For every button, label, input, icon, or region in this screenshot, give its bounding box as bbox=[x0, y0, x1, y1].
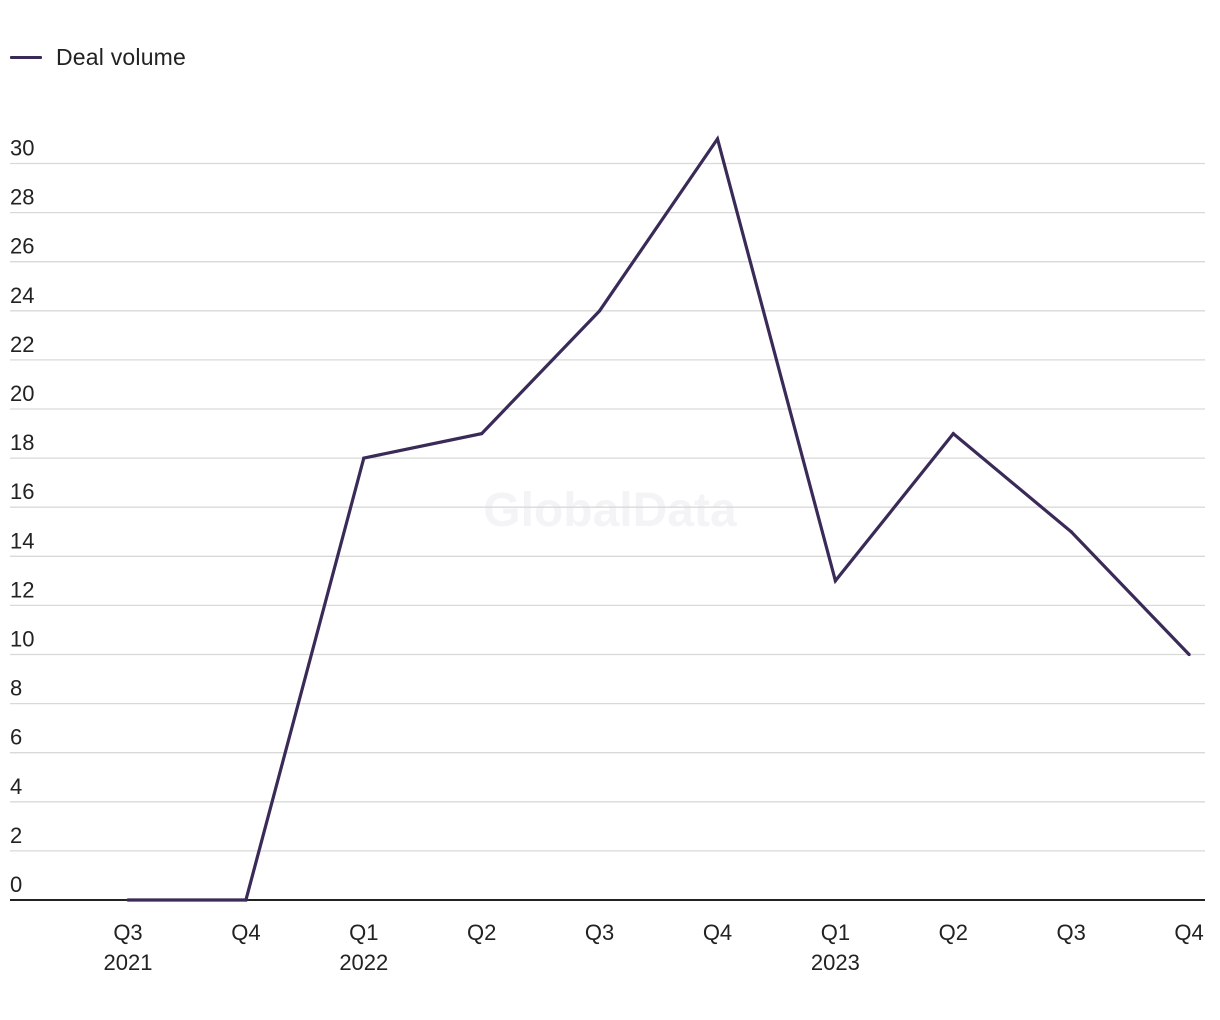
y-tick-label-20: 20 bbox=[10, 381, 34, 406]
x-tick-label-quarter: Q4 bbox=[231, 920, 260, 945]
data-point bbox=[362, 456, 366, 460]
data-point bbox=[1069, 530, 1073, 534]
y-tick-label-16: 16 bbox=[10, 479, 34, 504]
y-tick-label-12: 12 bbox=[10, 577, 34, 602]
x-tick-label-quarter: Q4 bbox=[1174, 920, 1203, 945]
x-tick-label-year: 2021 bbox=[104, 950, 153, 975]
x-tick-label-quarter: Q2 bbox=[939, 920, 968, 945]
data-point bbox=[715, 137, 720, 141]
data-point bbox=[126, 898, 130, 902]
y-tick-label-4: 4 bbox=[10, 774, 22, 799]
x-tick-label-quarter: Q3 bbox=[1057, 920, 1086, 945]
y-tick-label-26: 26 bbox=[10, 234, 34, 259]
watermark-text: GlobalData bbox=[483, 484, 737, 537]
data-point bbox=[480, 431, 484, 436]
series-line-deal-volume bbox=[128, 135, 1191, 902]
y-tick-label-10: 10 bbox=[10, 627, 34, 652]
x-tick-label-quarter: Q4 bbox=[703, 920, 732, 945]
x-tick-label-year: 2022 bbox=[339, 950, 388, 975]
data-point bbox=[833, 579, 838, 583]
y-tick-label-24: 24 bbox=[10, 283, 34, 308]
y-tick-label-8: 8 bbox=[10, 676, 22, 701]
y-tick-label-28: 28 bbox=[10, 185, 34, 210]
y-tick-label-0: 0 bbox=[10, 872, 22, 897]
y-tick-label-6: 6 bbox=[10, 725, 22, 750]
legend-label-deal-volume: Deal volume bbox=[56, 44, 187, 70]
y-tick-label-18: 18 bbox=[10, 430, 34, 455]
data-point bbox=[1187, 652, 1191, 657]
y-tick-label-30: 30 bbox=[10, 136, 34, 161]
x-tick-label-year: 2023 bbox=[811, 950, 860, 975]
x-tick-label-quarter: Q3 bbox=[113, 920, 142, 945]
y-tick-label-14: 14 bbox=[10, 528, 34, 553]
x-tick-label-quarter: Q1 bbox=[349, 920, 378, 945]
data-point bbox=[598, 309, 602, 313]
x-axis-ticks: Q3 2021 Q4 Q1 2022 Q2 Q3 Q4 Q1 2023 Q2 Q3 Q4 bbox=[104, 920, 1204, 975]
y-tick-label-2: 2 bbox=[10, 823, 22, 848]
data-point bbox=[951, 431, 955, 436]
y-tick-label-22: 22 bbox=[10, 332, 34, 357]
series-layer bbox=[126, 135, 1191, 902]
data-point bbox=[244, 898, 248, 902]
grid-lines bbox=[10, 162, 1205, 901]
x-tick-label-quarter: Q2 bbox=[467, 920, 496, 945]
chart-legend: Deal volume bbox=[10, 44, 186, 71]
x-tick-label-quarter: Q3 bbox=[585, 920, 614, 945]
x-tick-label-quarter: Q1 bbox=[821, 920, 850, 945]
legend-line-swatch bbox=[10, 56, 42, 59]
